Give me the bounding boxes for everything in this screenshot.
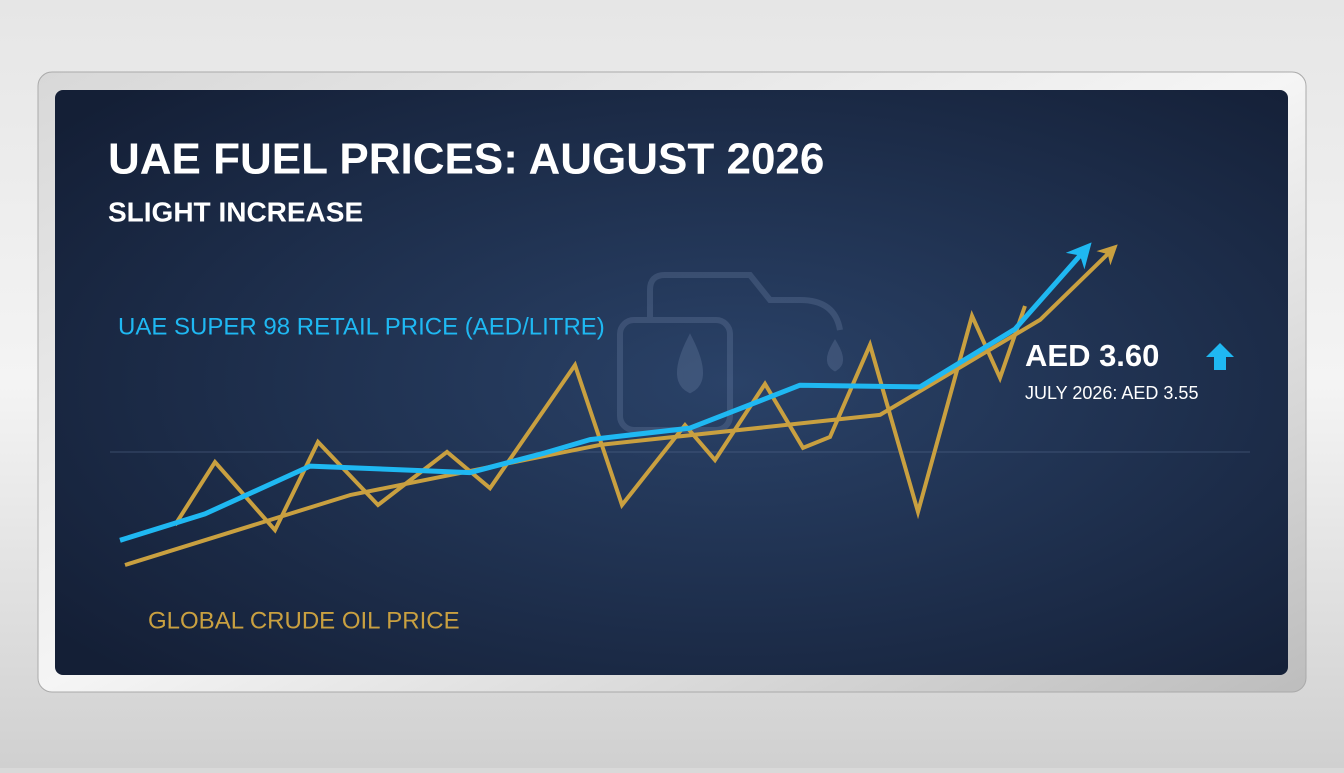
chart-subtitle: SLIGHT INCREASE	[108, 196, 363, 227]
series-line	[173, 305, 1027, 534]
panel	[55, 90, 1288, 675]
price-annotation: AED 3.60	[1025, 338, 1159, 373]
series-line	[119, 242, 1092, 543]
up-arrow-icon	[1206, 343, 1234, 370]
chart-title: UAE FUEL PRICES: AUGUST 2026	[108, 135, 824, 184]
previous-price: JULY 2026: AED 3.55	[1025, 383, 1198, 403]
legend-label: GLOBAL CRUDE OIL PRICE	[148, 607, 460, 634]
legend-label: UAE SUPER 98 RETAIL PRICE (AED/LITRE)	[118, 313, 605, 340]
trend-line	[124, 244, 1118, 567]
